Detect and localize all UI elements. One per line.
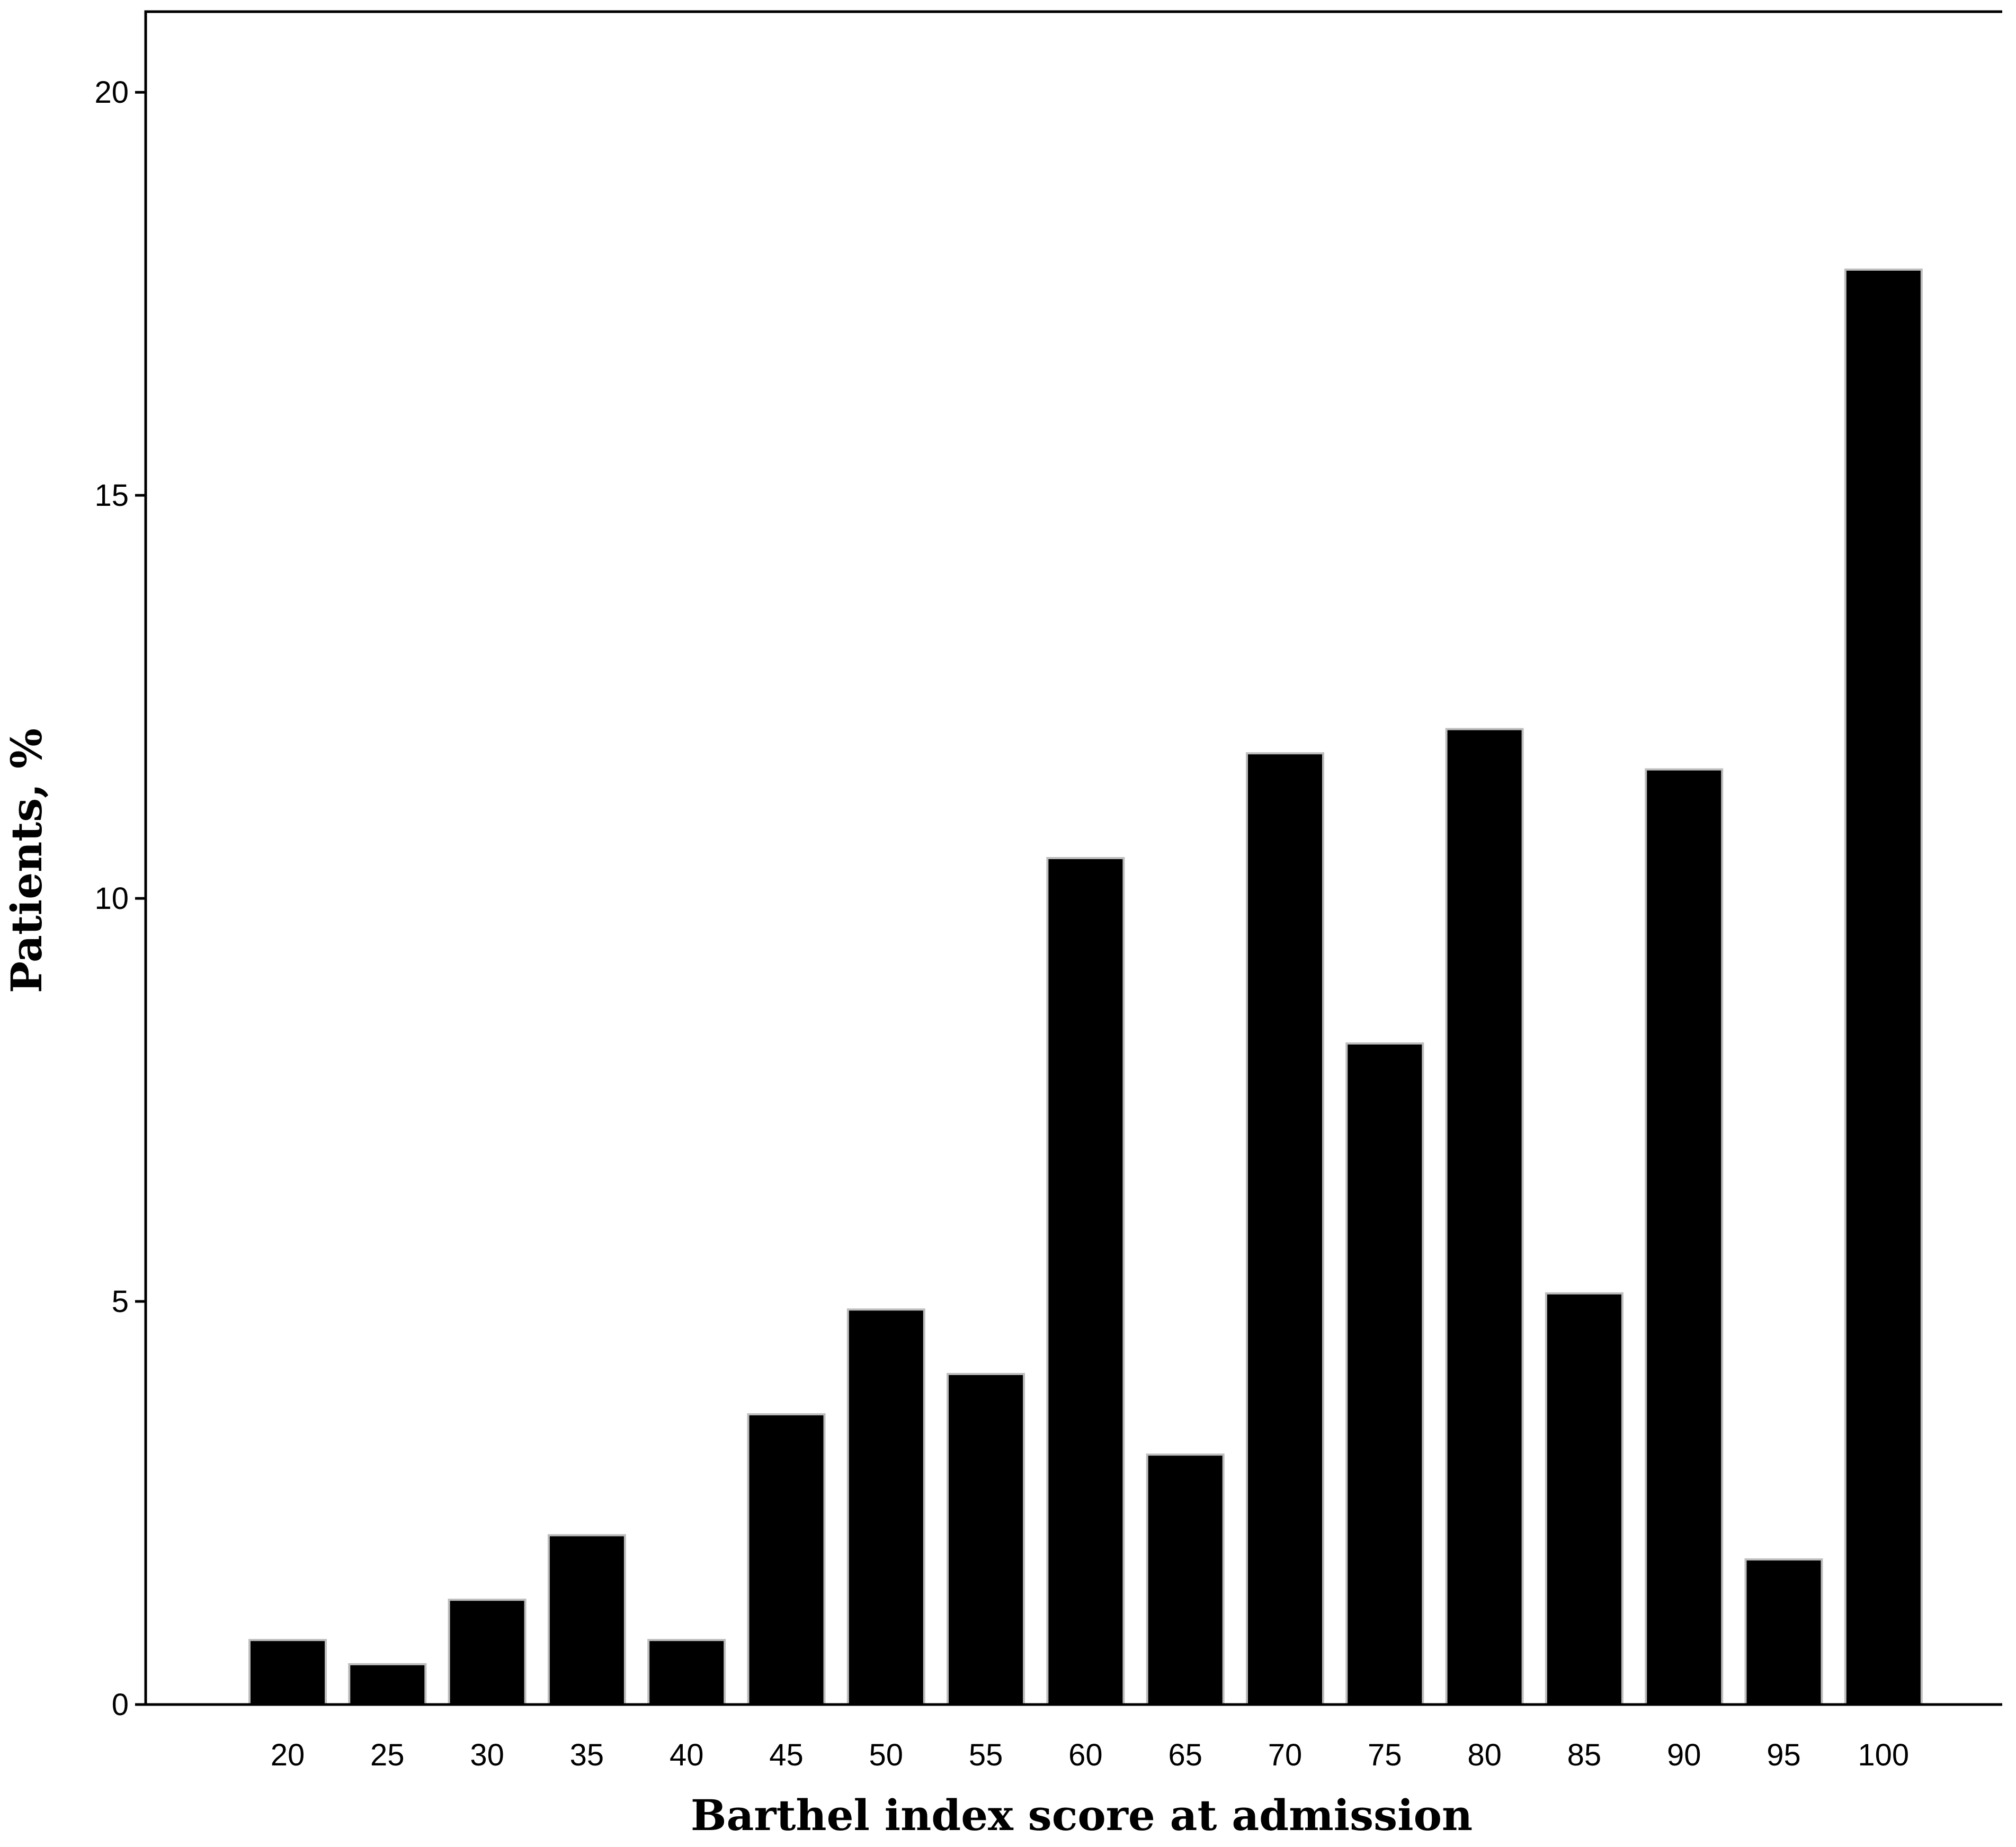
bar-35 bbox=[547, 1534, 626, 1706]
bar-85 bbox=[1545, 1292, 1623, 1706]
y-tick-label-20: 20 bbox=[94, 75, 129, 110]
y-axis-ticks: 0 5 10 15 20 bbox=[94, 75, 146, 1722]
y-tick-label-0: 0 bbox=[112, 1688, 129, 1722]
bar-80 bbox=[1445, 728, 1524, 1706]
bar-40 bbox=[647, 1639, 726, 1706]
x-tick-label-85: 85 bbox=[1567, 1738, 1602, 1772]
bars-group bbox=[248, 269, 1923, 1706]
x-axis-ticks: 20 25 30 35 40 45 50 55 60 65 70 75 80 85 90 95 100 bbox=[271, 1738, 1909, 1772]
bar-20 bbox=[248, 1639, 327, 1706]
bar-55 bbox=[947, 1373, 1025, 1706]
y-tick-label-10: 10 bbox=[94, 881, 129, 916]
bar-45 bbox=[747, 1413, 826, 1706]
x-axis-title: Barthel index score at admission bbox=[691, 1790, 1473, 1840]
x-tick-label-75: 75 bbox=[1368, 1738, 1402, 1772]
bar-30 bbox=[448, 1599, 527, 1706]
x-tick-label-65: 65 bbox=[1168, 1738, 1202, 1772]
y-tick-label-5: 5 bbox=[112, 1284, 129, 1319]
x-tick-label-95: 95 bbox=[1767, 1738, 1801, 1772]
x-tick-label-35: 35 bbox=[570, 1738, 604, 1772]
plot-frame bbox=[144, 10, 2002, 1706]
y-tick-label-15: 15 bbox=[94, 478, 129, 513]
bar-95 bbox=[1744, 1558, 1823, 1706]
x-tick-label-40: 40 bbox=[670, 1738, 704, 1772]
x-tick-label-20: 20 bbox=[271, 1738, 305, 1772]
x-tick-label-50: 50 bbox=[869, 1738, 904, 1772]
y-axis-title: Patients, % bbox=[2, 728, 51, 993]
bar-50 bbox=[846, 1308, 925, 1706]
x-tick-label-70: 70 bbox=[1268, 1738, 1303, 1772]
x-tick-label-80: 80 bbox=[1467, 1738, 1502, 1772]
bar-70 bbox=[1246, 752, 1324, 1706]
x-tick-label-25: 25 bbox=[370, 1738, 405, 1772]
x-tick-label-30: 30 bbox=[470, 1738, 504, 1772]
x-tick-label-90: 90 bbox=[1667, 1738, 1701, 1772]
bar-75 bbox=[1345, 1042, 1424, 1706]
bar-90 bbox=[1645, 768, 1724, 1706]
x-tick-label-45: 45 bbox=[769, 1738, 804, 1772]
bar-65 bbox=[1146, 1453, 1225, 1706]
x-tick-label-55: 55 bbox=[969, 1738, 1003, 1772]
bar-100 bbox=[1844, 269, 1923, 1706]
x-tick-label-100: 100 bbox=[1858, 1738, 1909, 1772]
bar-25 bbox=[348, 1663, 427, 1706]
bar-60 bbox=[1046, 857, 1125, 1706]
x-tick-label-60: 60 bbox=[1068, 1738, 1103, 1772]
